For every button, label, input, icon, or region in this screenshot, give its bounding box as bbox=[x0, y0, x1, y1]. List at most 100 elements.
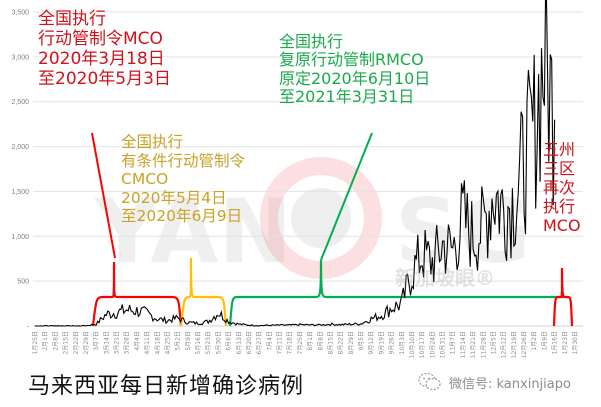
cmco-line-3: CMCO bbox=[121, 170, 169, 189]
chart-title: 马来西亚每日新增确诊病例 bbox=[28, 374, 305, 399]
watermark-logo: YAN SG bbox=[94, 157, 531, 283]
cmco-annotation: 全国执行 有条件行动管制令 CMCO 2020年5月4日 至2020年6月9日 bbox=[121, 133, 245, 226]
x-tick-label: 4月4日 bbox=[134, 331, 141, 351]
x-tick-label: 4月18日 bbox=[154, 331, 161, 354]
x-tick-label: 2月29日 bbox=[83, 331, 90, 354]
gridlines bbox=[33, 11, 583, 327]
wechat-id-watermark: 微信号: kanxinjiapo bbox=[417, 371, 571, 393]
x-tick-label: 5月2日 bbox=[175, 331, 182, 351]
x-tick-label: 1月16日 bbox=[552, 331, 559, 354]
mco-line-1: 全国执行 bbox=[38, 9, 106, 29]
x-tick-label: 10月24日 bbox=[429, 331, 436, 358]
y-tick-label: 500 bbox=[17, 279, 29, 286]
x-tick-label: 2月1日 bbox=[42, 331, 49, 351]
cmco-line-5: 至2020年6月9日 bbox=[121, 207, 243, 226]
x-tick-label: 6月13日 bbox=[236, 331, 243, 354]
cmco-bracket bbox=[179, 257, 228, 327]
x-tick-label: 10月17日 bbox=[419, 331, 426, 358]
mco-line-2: 行动管制令MCO bbox=[38, 28, 163, 49]
cmco-line-2: 有条件行动管制令 bbox=[121, 151, 246, 170]
x-tick-label: 3月7日 bbox=[93, 331, 100, 351]
mco2-annotation: 五州 三区 再次 执行 MCO bbox=[543, 140, 581, 235]
rmco-annotation: 全国执行 复原行动管制RMCO 原定2020年6月10日 至2021年3月31日 bbox=[279, 32, 431, 107]
x-tick-label: 7月25日 bbox=[297, 331, 304, 354]
rmco-line-1: 全国执行 bbox=[279, 32, 344, 51]
x-tick-label: 11月7日 bbox=[450, 331, 457, 354]
x-tick-label: 4月25日 bbox=[164, 331, 171, 354]
x-tick-label: 5月30日 bbox=[215, 331, 222, 354]
mco-line-4: 至2020年5月3日 bbox=[38, 68, 171, 89]
x-tick-label: 8月1日 bbox=[307, 331, 314, 351]
period-brackets bbox=[91, 132, 574, 327]
x-tick-label: 11月28日 bbox=[480, 331, 487, 358]
x-tick-label: 6月20日 bbox=[246, 331, 253, 354]
rmco-line-3: 原定2020年6月10日 bbox=[279, 68, 431, 88]
x-tick-label: 8月8日 bbox=[317, 331, 324, 351]
x-tick-label: 6月6日 bbox=[226, 331, 233, 351]
rmco-line-4: 至2021年3月31日 bbox=[279, 87, 415, 107]
mco-pointer-line bbox=[91, 132, 116, 259]
x-tick-label: 8月15日 bbox=[327, 331, 334, 354]
x-tick-label: 4月11日 bbox=[144, 331, 151, 354]
y-tick-label: 1,000 bbox=[11, 234, 29, 241]
x-tick-label: 2月22日 bbox=[73, 331, 80, 354]
x-tick-label: 9月5日 bbox=[358, 331, 365, 351]
mco-line-3: 2020年3月18日 bbox=[38, 48, 165, 69]
x-tick-label: 1月23日 bbox=[562, 331, 569, 354]
x-tick-label: 6月27日 bbox=[256, 331, 263, 354]
x-tick-label: 1月25日 bbox=[32, 331, 39, 354]
mco2-line-1: 五州 bbox=[543, 140, 576, 159]
wechat-id-label: 微信号: kanxinjiapo bbox=[449, 376, 571, 392]
x-tick-label: 8月29日 bbox=[348, 331, 355, 354]
mco2-line-3: 再次 bbox=[543, 177, 576, 197]
x-tick-label: 10月10日 bbox=[409, 331, 416, 358]
svg-text:YAN: YAN bbox=[94, 180, 292, 283]
y-tick-label: 1,500 bbox=[11, 189, 29, 196]
cmco-line-1: 全国执行 bbox=[121, 133, 184, 151]
x-tick-label: 11月14日 bbox=[460, 331, 467, 358]
x-tick-label: 5月23日 bbox=[205, 331, 212, 354]
mco2-line-4: 执行 bbox=[543, 196, 576, 216]
x-tick-label: 5月16日 bbox=[195, 331, 202, 354]
x-tick-label: 2月15日 bbox=[63, 331, 70, 354]
x-tick-label: 3月14日 bbox=[103, 331, 110, 354]
x-tick-label: 9月19日 bbox=[378, 331, 385, 354]
x-tick-label: 5月9日 bbox=[185, 331, 192, 351]
x-tick-label: 9月26日 bbox=[389, 331, 396, 354]
mco-annotation: 全国执行 行动管制令MCO 2020年3月18日 至2020年5月3日 bbox=[38, 9, 171, 90]
y-tick-label: 2,000 bbox=[11, 144, 29, 151]
mco2-line-5: MCO bbox=[543, 215, 581, 235]
x-tick-label: 9月12日 bbox=[368, 331, 375, 354]
y-tick-label: 3,500 bbox=[11, 10, 29, 17]
rmco-pointer-line bbox=[320, 132, 373, 261]
x-tick-label: 10月31日 bbox=[440, 331, 447, 358]
rmco-bracket bbox=[228, 259, 566, 327]
x-tick-label: 1月30日 bbox=[572, 331, 579, 354]
y-tick-label: 3,000 bbox=[11, 54, 29, 61]
y-tick-label: 2,500 bbox=[11, 99, 29, 106]
x-tick-label: 8月22日 bbox=[338, 331, 345, 354]
mco2-bracket bbox=[552, 267, 574, 327]
x-tick-label: 7月18日 bbox=[287, 331, 294, 354]
x-tick-label: 3月21日 bbox=[114, 331, 121, 354]
x-tick-label: 1月9日 bbox=[541, 331, 548, 351]
mco2-line-2: 三区 bbox=[543, 158, 576, 178]
x-tick-label: 10月3日 bbox=[399, 331, 406, 354]
x-tick-label: 7月11日 bbox=[277, 331, 284, 354]
x-tick-label: 12月12日 bbox=[501, 331, 508, 358]
cmco-line-4: 2020年5月4日 bbox=[121, 188, 227, 207]
rmco-line-2: 复原行动管制RMCO bbox=[279, 50, 424, 70]
x-tick-label: 11月21日 bbox=[470, 331, 477, 358]
x-tick-label: 12月26日 bbox=[521, 331, 528, 358]
x-tick-label: 1月2日 bbox=[531, 331, 538, 351]
x-tick-label: 12月19日 bbox=[511, 331, 518, 358]
x-tick-label: 12月5日 bbox=[490, 331, 497, 354]
wechat-icon bbox=[418, 372, 441, 391]
x-tick-label: 7月4日 bbox=[266, 331, 273, 351]
y-tick-label: - bbox=[27, 324, 30, 331]
x-tick-label: 2月8日 bbox=[52, 331, 59, 351]
x-tick-label: 3月28日 bbox=[124, 331, 131, 354]
y-axis-ticks: - 500 1,000 1,500 2,000 2,500 3,000 3,500 bbox=[11, 10, 29, 331]
x-axis-ticks: 1月25日 2月1日 2月8日 2月15日 2月22日 2月29日 3月7日 3月14日 3月2… bbox=[32, 331, 579, 358]
